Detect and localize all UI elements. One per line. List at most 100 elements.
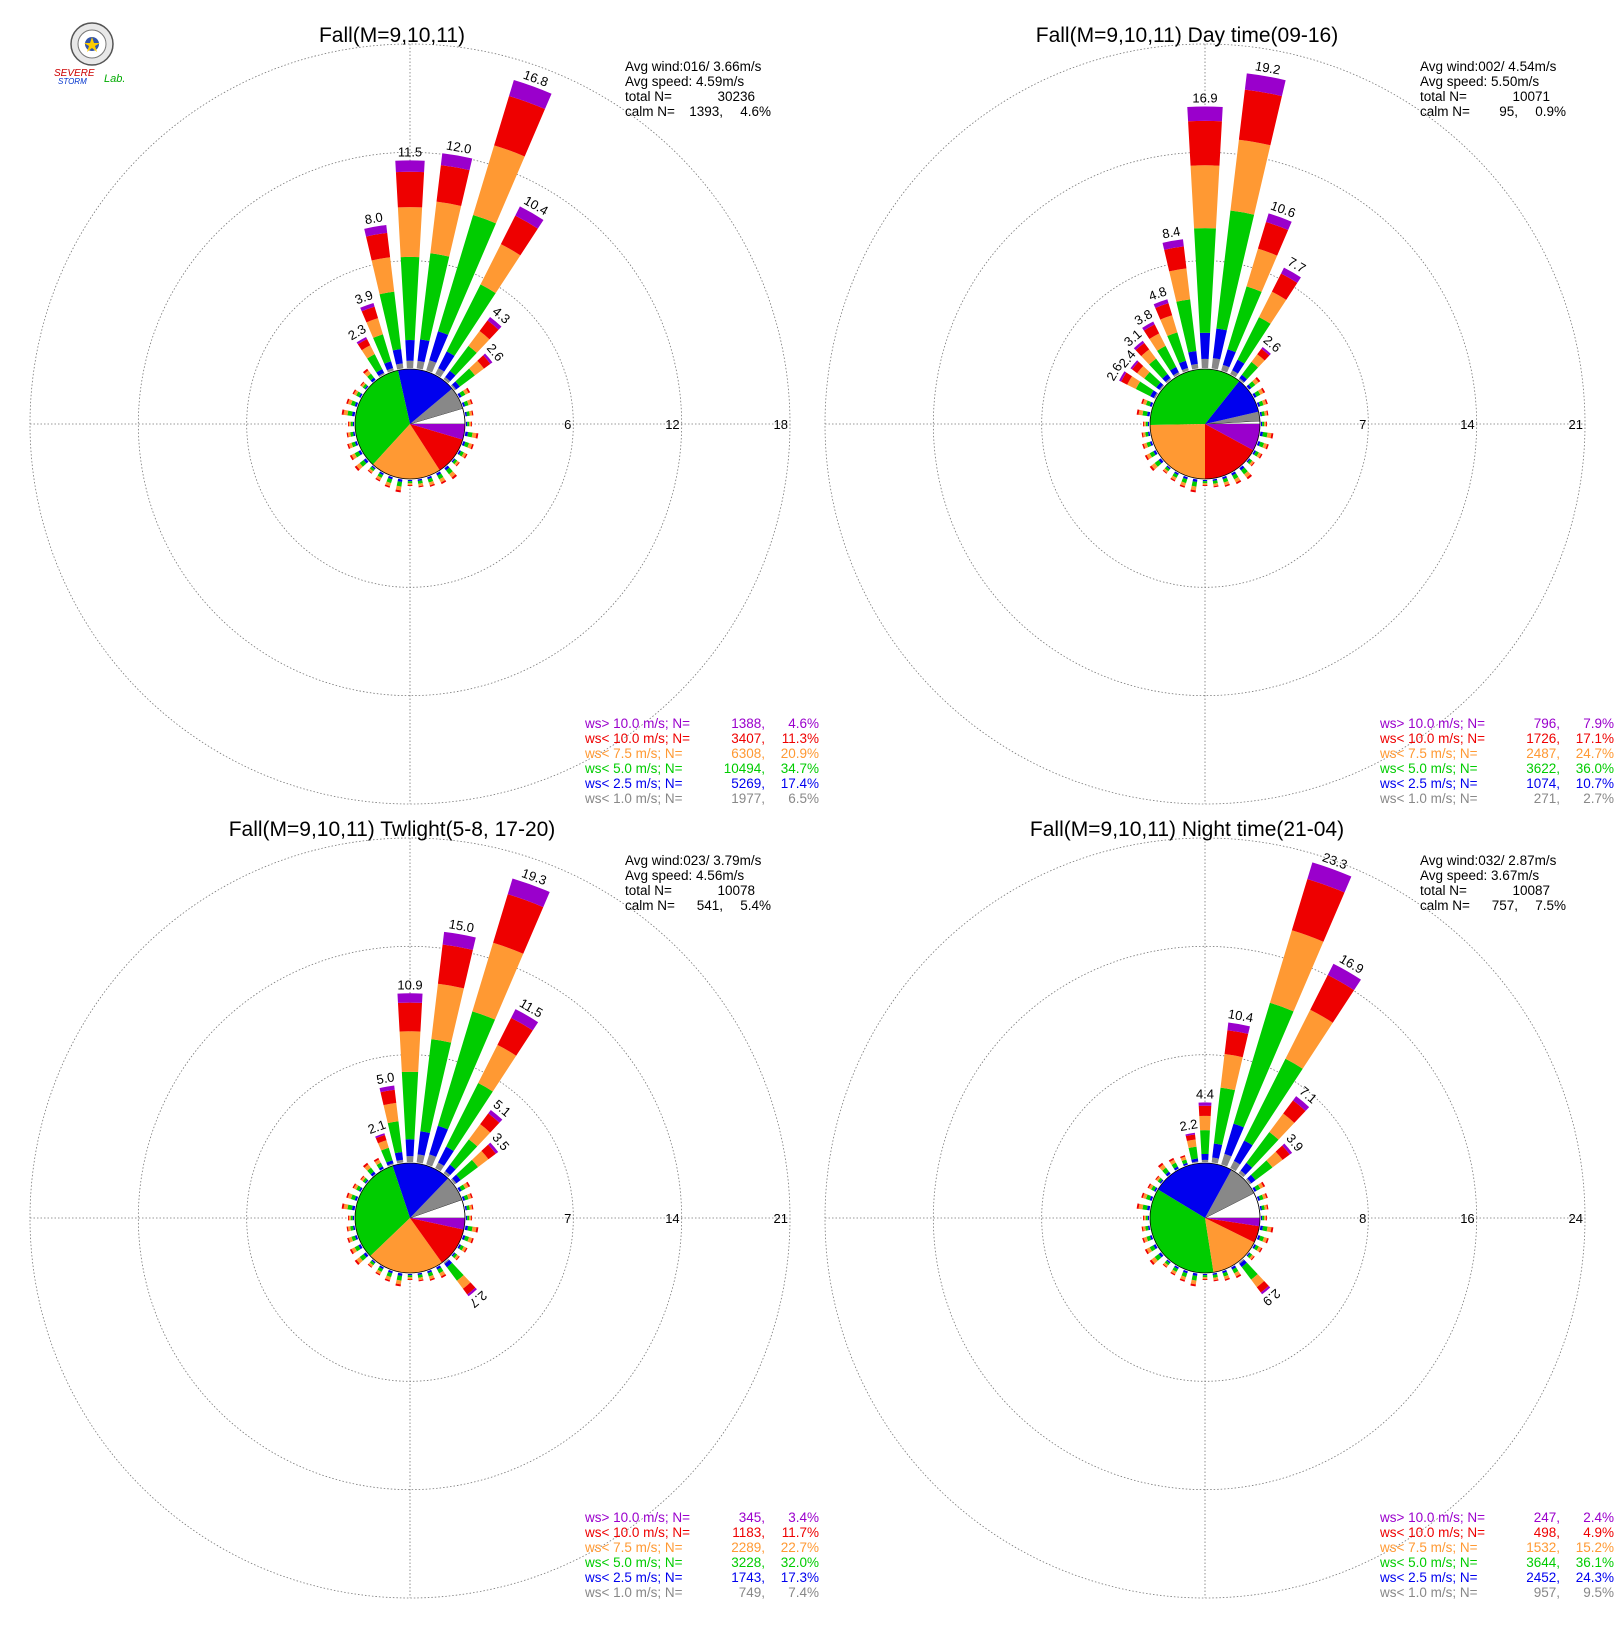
minor-direction-bar-segment [351,1235,357,1242]
minor-direction-bar-segment [1149,441,1154,446]
minor-direction-bar-segment [469,1215,472,1221]
minor-direction-bar-segment [1224,483,1230,487]
pie-outline [1149,1162,1261,1274]
legend-percent: 17.3% [781,1570,819,1585]
direction-bar-segment [480,1113,500,1133]
direction-bar-segment [1198,1105,1212,1116]
minor-direction-bar-segment [1262,431,1268,438]
direction-bar-segment [437,1011,496,1130]
minor-direction-bar-segment [1174,471,1179,476]
minor-direction-bar-segment [346,1192,350,1199]
direction-bar-segment [437,944,473,989]
ring-label: 6 [564,417,571,432]
minor-direction-bar-segment [467,1225,473,1232]
pie-slice [1205,380,1259,424]
minor-direction-bar-segment [350,1225,354,1231]
direction-bar-segment [1188,120,1222,166]
minor-direction-bar-segment [1223,480,1230,486]
stat-calm-n: 757, [1492,898,1518,913]
direction-bar-segment [481,1144,496,1160]
chart-title: Fall(M=9,10,11) [319,24,465,47]
minor-direction-bar-segment [1148,1184,1154,1190]
direction-bar-segment [1169,366,1179,376]
minor-direction-bar-segment [465,421,468,427]
direction-bar-segment [442,931,476,950]
minor-direction-bar-segment [461,441,466,446]
direction-bar-segment [1132,361,1144,374]
minor-direction-bar-segment [376,1162,383,1169]
minor-direction-bar-segment [364,1179,369,1184]
direction-bar-segment [1121,372,1133,385]
direction-bar-segment [1160,315,1178,336]
direction-bar-segment [392,349,403,365]
direction-bar-segment [356,336,368,345]
minor-direction-bar-segment [417,478,423,482]
legend-count: 1074, [1526,776,1560,791]
minor-direction-bar-segment [374,1159,381,1166]
minor-direction-bar-segment [1145,431,1149,437]
minor-direction-bar-segment [1138,1203,1144,1210]
minor-direction-bar-segment [385,1275,392,1281]
stat-calm-pct: 7.5% [1535,898,1566,913]
minor-direction-bar-segment [1266,410,1269,416]
direction-bar-segment [1251,1160,1273,1181]
direction-bar-segment [1220,1054,1243,1091]
legend-percent: 20.9% [781,746,819,761]
minor-direction-bar-segment [1149,1235,1154,1240]
direction-bar-segment [1133,340,1145,351]
minor-direction-bar-segment [348,442,354,449]
minor-direction-bar-segment [1266,432,1272,439]
direction-bar-segment [1238,1258,1245,1264]
direction-bar-segment [1150,390,1157,399]
minor-direction-bar-segment [428,1274,435,1280]
minor-direction-bar-segment [1246,474,1253,480]
minor-direction-bar-segment [1142,432,1146,438]
minor-direction-bar-segment [353,1184,359,1190]
direction-bar-segment [400,256,420,341]
direction-bar-segment [1190,165,1220,229]
minor-direction-bar-segment [346,432,349,438]
direction-bar-segment [379,1085,395,1093]
direction-bar-segment [1157,345,1177,371]
direction-bar-segment [480,244,521,294]
legend-count: 1388, [731,716,765,731]
minor-direction-bar-segment [1266,1215,1267,1221]
minor-direction-bar-segment [466,1205,470,1211]
direction-bar-segment [1257,221,1289,256]
direction-bar-segment [1237,317,1271,364]
direction-bar-segment [1310,974,1355,1023]
minor-direction-bar-segment [463,1247,468,1253]
minor-direction-bar-segment [1212,1274,1218,1278]
minor-direction-bar-segment [1192,478,1198,483]
direction-bar-segment [435,1162,445,1172]
legend-count: 247, [1534,1510,1560,1525]
minor-direction-bar-segment [454,460,459,466]
bar-value-label: 2.2 [1178,1116,1198,1134]
minor-direction-bar-segment [1234,1270,1241,1277]
pie-slice [1205,411,1260,424]
minor-direction-bar-segment [1248,381,1256,388]
minor-direction-bar-segment [341,1203,345,1209]
direction-bar-segment [438,1146,454,1166]
minor-direction-bar-segment [1163,468,1169,473]
minor-direction-bar-segment [350,421,353,427]
minor-direction-bar-segment [1252,378,1259,385]
direction-bar-segment [396,363,404,370]
minor-direction-bar-segment [1143,1236,1149,1243]
legend-label: ws< 5.0 m/s; N= [1379,761,1478,776]
legend-count: 10494, [724,761,765,776]
minor-direction-bar-segment [347,1215,349,1221]
pie-slice [370,1218,443,1273]
bar-value-label: 15.0 [448,916,476,935]
minor-direction-bar-segment [1143,1215,1146,1221]
ring-label: 14 [1460,417,1474,432]
direction-bar-segment [515,206,544,229]
direction-bar-segment [1212,328,1227,360]
minor-direction-bar-segment [1144,454,1149,461]
minor-direction-bar-segment [1244,471,1251,478]
direction-bar-segment [1256,1281,1269,1293]
legend-label: ws< 1.0 m/s; N= [584,1585,683,1600]
stat-total-label: total N= [625,89,672,104]
stat-total-value: 30236 [717,89,755,104]
minor-direction-bar-segment [1213,1279,1219,1282]
